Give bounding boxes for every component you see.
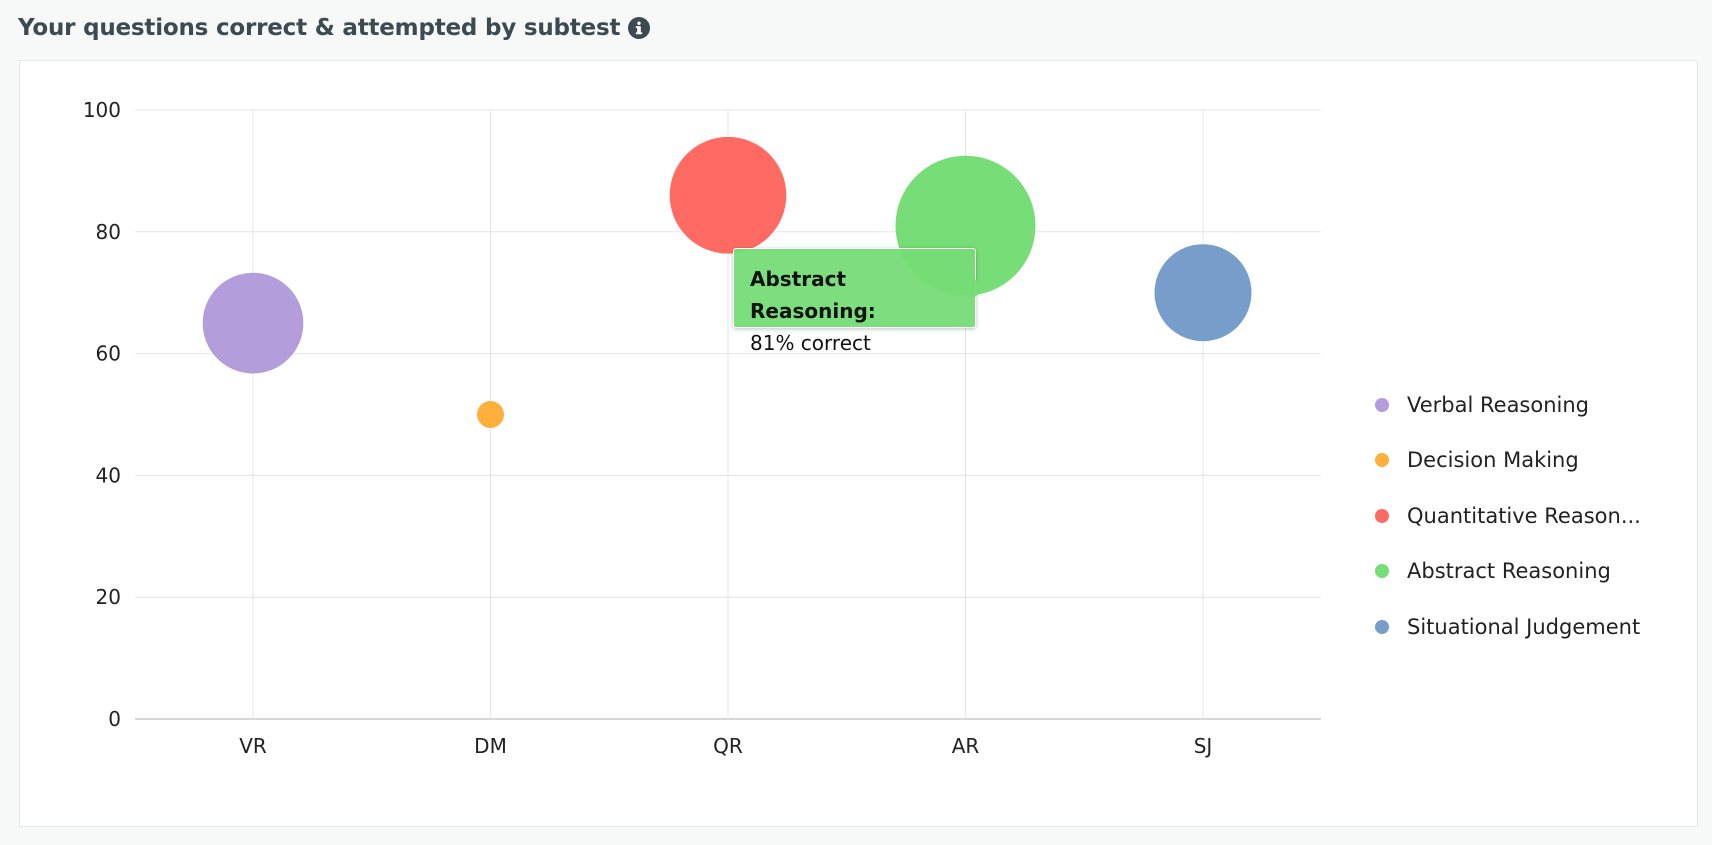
legend-label: Quantitative Reason... — [1407, 503, 1641, 528]
y-tick-label: 100 — [83, 98, 121, 122]
legend-marker-icon — [1375, 508, 1389, 523]
bubble-vr[interactable] — [202, 272, 304, 374]
y-tick-label: 80 — [96, 220, 121, 244]
x-tick-label: QR — [713, 734, 743, 758]
grid-lines — [135, 109, 1321, 720]
y-axis-ticks: 0 20 40 60 80 100 — [83, 98, 121, 731]
info-icon[interactable] — [628, 17, 651, 39]
x-tick-label: DM — [474, 734, 507, 758]
page-title: Your questions correct & attempted by su… — [18, 15, 621, 41]
chart-tooltip: Abstract Reasoning: 81% correct — [733, 248, 985, 355]
bubble-qr[interactable] — [669, 136, 787, 254]
tooltip-title: Abstract Reasoning: — [750, 267, 876, 323]
legend-item-abstract-reasoning[interactable]: Abstract Reasoning — [1375, 544, 1641, 600]
legend-item-verbal-reasoning[interactable]: Verbal Reasoning — [1375, 377, 1641, 433]
x-axis-ticks: VR DM QR AR SJ — [239, 734, 1212, 758]
tooltip-value: 81% correct — [750, 331, 871, 355]
legend-marker-icon — [1375, 619, 1389, 634]
chart-card: 0 20 40 60 80 100 VR DM QR AR SJ Abstract Reasoni… — [19, 60, 1698, 827]
bubble-dm[interactable] — [476, 400, 505, 429]
legend-marker-icon — [1375, 397, 1389, 412]
tooltip-arrow — [975, 279, 985, 297]
chart-header: Your questions correct & attempted by su… — [18, 10, 651, 46]
legend-item-quantitative-reasoning[interactable]: Quantitative Reason... — [1375, 488, 1641, 544]
x-tick-label: SJ — [1194, 734, 1213, 758]
bubbles — [202, 136, 1252, 429]
chart-legend: Verbal Reasoning Decision Making Quantit… — [1375, 377, 1641, 655]
bubble-chart: 0 20 40 60 80 100 VR DM QR AR SJ — [83, 98, 1321, 758]
legend-marker-icon — [1375, 453, 1389, 468]
legend-label: Abstract Reasoning — [1407, 559, 1611, 584]
x-tick-label: AR — [952, 734, 980, 758]
bubble-sj[interactable] — [1154, 244, 1252, 342]
y-tick-label: 60 — [96, 342, 121, 366]
legend-marker-icon — [1375, 564, 1389, 579]
y-tick-label: 20 — [96, 585, 121, 609]
legend-label: Decision Making — [1407, 448, 1579, 473]
legend-label: Situational Judgement — [1407, 614, 1641, 639]
x-tick-label: VR — [239, 734, 267, 758]
legend-label: Verbal Reasoning — [1407, 392, 1590, 417]
y-tick-label: 40 — [96, 463, 121, 487]
legend-item-situational-judgement[interactable]: Situational Judgement — [1375, 599, 1641, 655]
legend-item-decision-making[interactable]: Decision Making — [1375, 433, 1641, 489]
y-tick-label: 0 — [108, 707, 121, 731]
